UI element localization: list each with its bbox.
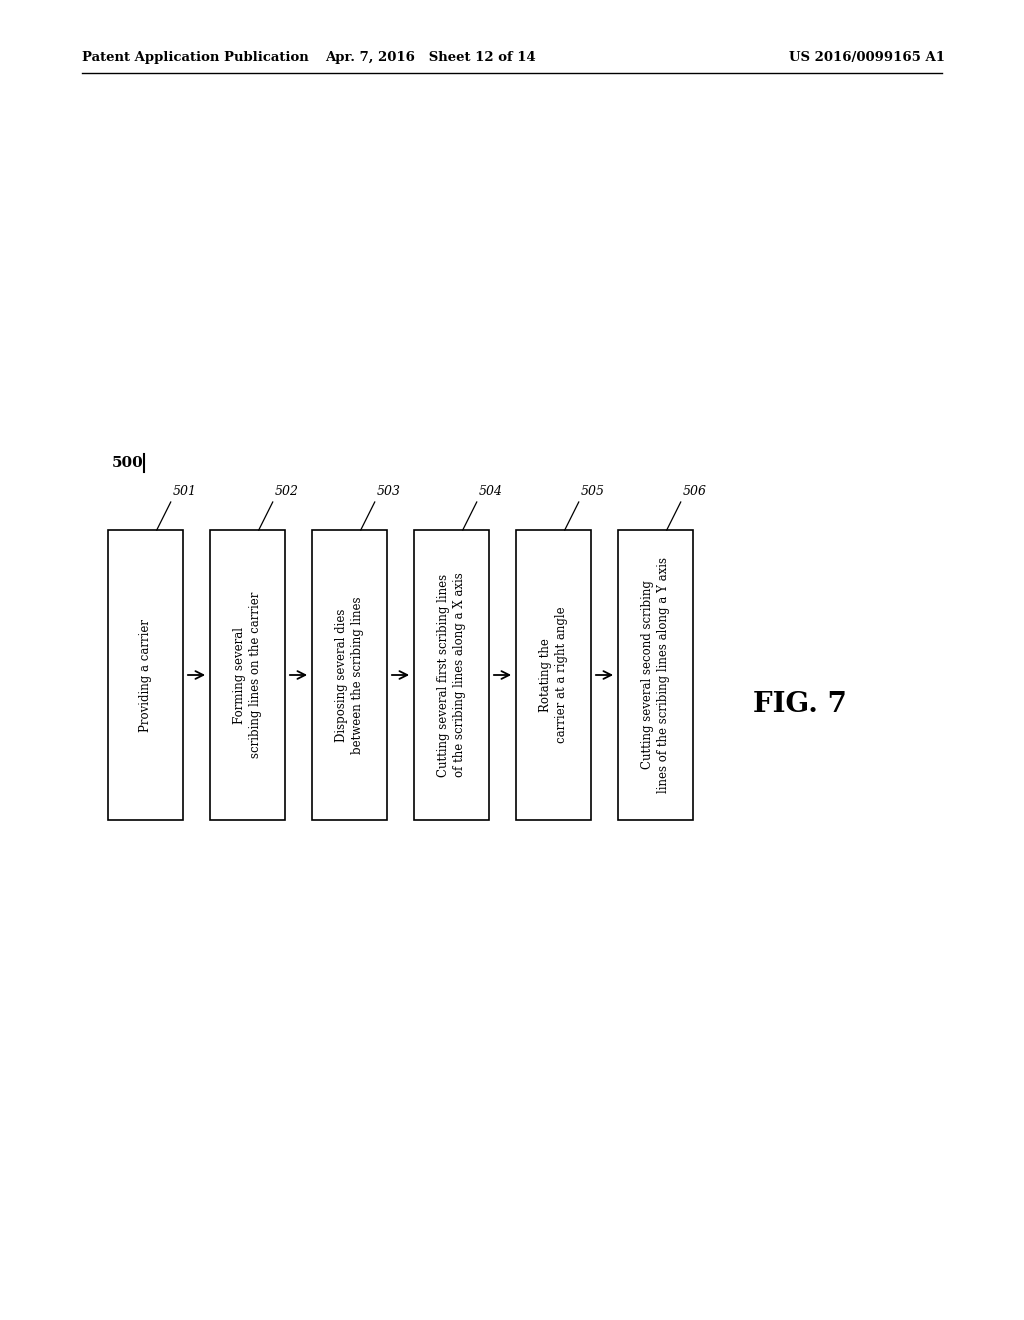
Text: 505: 505: [581, 484, 605, 498]
Text: Rotating the
carrier at a right angle: Rotating the carrier at a right angle: [540, 607, 567, 743]
Text: Patent Application Publication: Patent Application Publication: [82, 51, 309, 65]
Bar: [516, 531, 591, 820]
Bar: [108, 531, 183, 820]
Bar: [210, 531, 285, 820]
Bar: [618, 531, 693, 820]
Text: Providing a carrier: Providing a carrier: [139, 619, 152, 731]
Text: Apr. 7, 2016   Sheet 12 of 14: Apr. 7, 2016 Sheet 12 of 14: [325, 51, 536, 65]
Text: 502: 502: [274, 484, 299, 498]
Text: FIG. 7: FIG. 7: [753, 692, 847, 718]
Text: 504: 504: [479, 484, 503, 498]
Bar: [312, 531, 387, 820]
Text: 501: 501: [173, 484, 197, 498]
Text: Cutting several first scribing lines
of the scribing lines along a X axis: Cutting several first scribing lines of …: [437, 573, 466, 777]
Text: 503: 503: [377, 484, 400, 498]
Text: 506: 506: [683, 484, 707, 498]
Bar: [414, 531, 489, 820]
Text: 500: 500: [112, 455, 143, 470]
Text: Cutting several second scribing
lines of the scribing lines along a Y axis: Cutting several second scribing lines of…: [641, 557, 670, 793]
Text: Disposing several dies
between the scribing lines: Disposing several dies between the scrib…: [336, 597, 364, 754]
Text: Forming several
scribing lines on the carrier: Forming several scribing lines on the ca…: [233, 591, 261, 758]
Text: US 2016/0099165 A1: US 2016/0099165 A1: [790, 51, 945, 65]
